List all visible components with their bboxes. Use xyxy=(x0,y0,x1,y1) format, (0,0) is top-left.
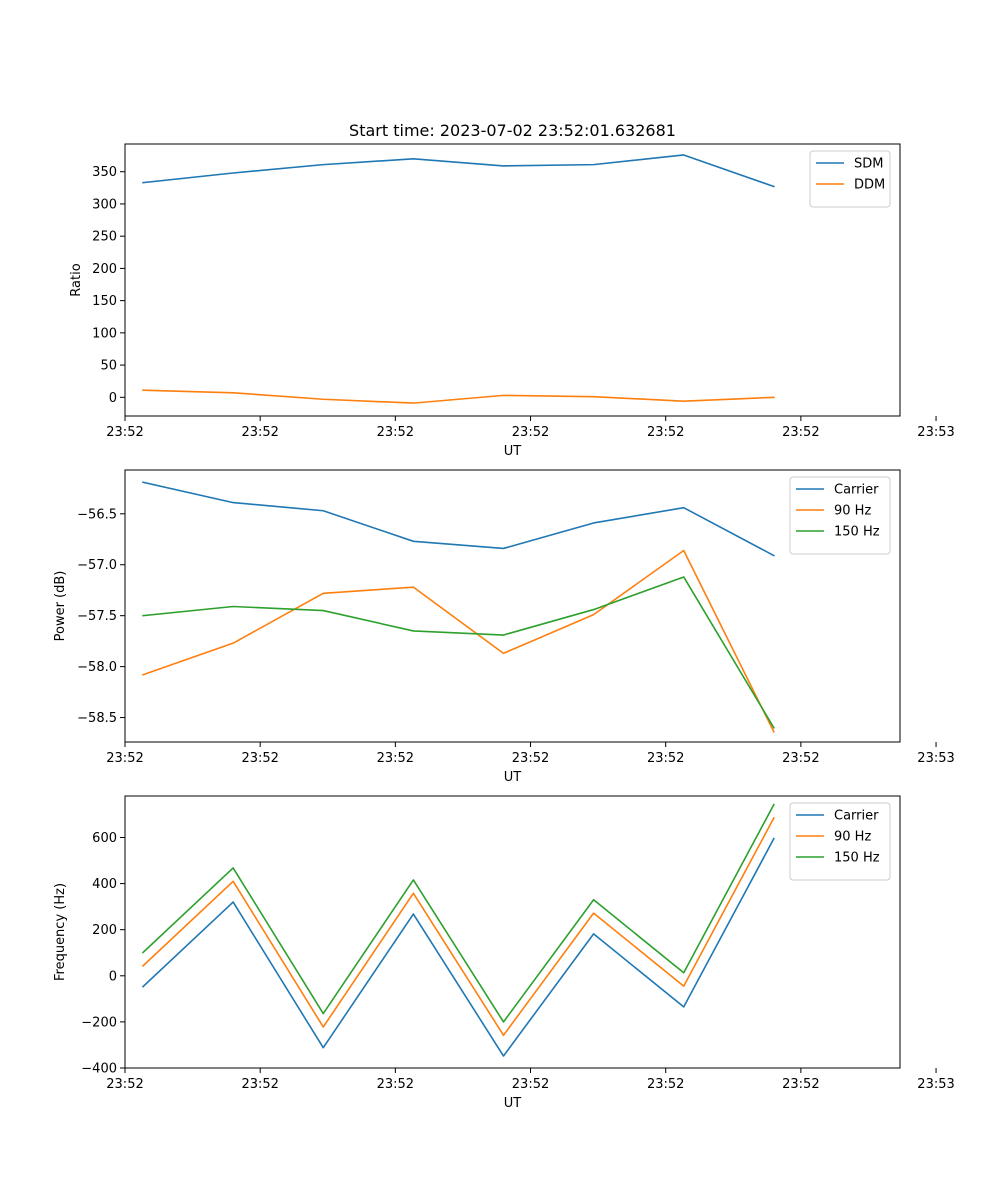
y-tick-label: 0 xyxy=(109,391,117,406)
x-tick-label: 23:52 xyxy=(106,425,143,440)
legend-label: Carrier xyxy=(834,809,879,824)
x-tick-label: 23:52 xyxy=(241,425,278,440)
axes-frame xyxy=(124,469,901,743)
x-tick-label: 23:52 xyxy=(512,1077,549,1092)
y-axis-label: Power (dB) xyxy=(53,571,68,642)
y-tick-label: −57.0 xyxy=(77,558,117,573)
x-tick-label: 23:53 xyxy=(917,1077,954,1092)
x-tick-label: 23:52 xyxy=(377,1077,414,1092)
x-tick-label: 23:52 xyxy=(241,751,278,766)
legend-label: DDM xyxy=(854,178,885,193)
axes-frame xyxy=(124,795,901,1069)
y-axis-label: Frequency (Hz) xyxy=(53,883,68,981)
legend: SDM DDM xyxy=(809,150,891,208)
legend: Carrier 90 Hz 150 Hz xyxy=(789,476,891,555)
series-line-90-hz xyxy=(141,816,775,1037)
legend-label: 90 Hz xyxy=(834,504,871,519)
x-axis-label: UT xyxy=(504,1096,522,1111)
x-tick-label: 23:52 xyxy=(377,425,414,440)
y-tick-label: 350 xyxy=(92,165,117,180)
chart-panel-2: 23:52 23:52 23:52 23:52 23:52 23:52 23:53 −58.5… xyxy=(53,469,955,785)
x-tick-label: 23:53 xyxy=(917,425,954,440)
y-tick-label: 400 xyxy=(92,877,117,892)
legend-label: Carrier xyxy=(834,483,879,498)
x-tick-label: 23:52 xyxy=(782,1077,819,1092)
y-tick-label: 50 xyxy=(100,359,117,374)
legend-box xyxy=(789,802,891,881)
y-tick-label: 200 xyxy=(92,262,117,277)
x-axis-label: UT xyxy=(504,770,522,785)
legend: Carrier 90 Hz 150 Hz xyxy=(789,802,891,881)
y-tick-label: −58.0 xyxy=(77,660,117,675)
series-line-carrier xyxy=(142,481,775,557)
y-tick-label: −400 xyxy=(81,1062,117,1077)
x-tick-label: 23:52 xyxy=(647,425,684,440)
chart-panel-1: Start time: 2023-07-02 23:52:01.632681 23… xyxy=(69,121,955,459)
series-line-sdm xyxy=(142,154,775,188)
y-tick-label: 0 xyxy=(109,969,117,984)
x-tick-label: 23:52 xyxy=(512,425,549,440)
series-line-carrier xyxy=(141,837,775,1057)
y-tick-label: 100 xyxy=(92,326,117,341)
series-line-150-hz xyxy=(142,576,775,729)
legend-box xyxy=(789,476,891,555)
y-tick-label: 150 xyxy=(92,294,117,309)
x-tick-label: 23:52 xyxy=(647,1077,684,1092)
series-line-ddm xyxy=(142,389,775,404)
series-line-150-hz xyxy=(141,803,775,1023)
y-tick-label: −58.5 xyxy=(77,711,117,726)
x-tick-label: 23:52 xyxy=(241,1077,278,1092)
y-tick-label: −57.5 xyxy=(77,609,117,624)
x-tick-label: 23:52 xyxy=(512,751,549,766)
chart-title: Start time: 2023-07-02 23:52:01.632681 xyxy=(349,121,676,140)
y-tick-label: 300 xyxy=(92,197,117,212)
x-tick-label: 23:52 xyxy=(106,751,143,766)
x-tick-label: 23:52 xyxy=(782,425,819,440)
legend-label: 150 Hz xyxy=(834,851,880,866)
x-axis-label: UT xyxy=(504,444,522,459)
chart-panel-3: 23:52 23:52 23:52 23:52 23:52 23:52 23:53 −400 −… xyxy=(53,795,955,1111)
y-tick-label: 250 xyxy=(92,230,117,245)
y-tick-label: −56.5 xyxy=(77,507,117,522)
legend-box xyxy=(809,150,891,208)
legend-label: 90 Hz xyxy=(834,830,871,845)
x-tick-label: 23:53 xyxy=(917,751,954,766)
y-tick-label: −200 xyxy=(81,1015,117,1030)
legend-label: SDM xyxy=(854,157,883,172)
legend-label: 150 Hz xyxy=(834,525,880,540)
y-tick-label: 600 xyxy=(92,831,117,846)
x-tick-label: 23:52 xyxy=(782,751,819,766)
x-tick-label: 23:52 xyxy=(377,751,414,766)
x-tick-label: 23:52 xyxy=(106,1077,143,1092)
x-tick-label: 23:52 xyxy=(647,751,684,766)
axes-frame xyxy=(124,143,901,417)
series-line-90-hz xyxy=(142,549,775,733)
y-tick-label: 200 xyxy=(92,923,117,938)
y-axis-label: Ratio xyxy=(69,263,84,296)
